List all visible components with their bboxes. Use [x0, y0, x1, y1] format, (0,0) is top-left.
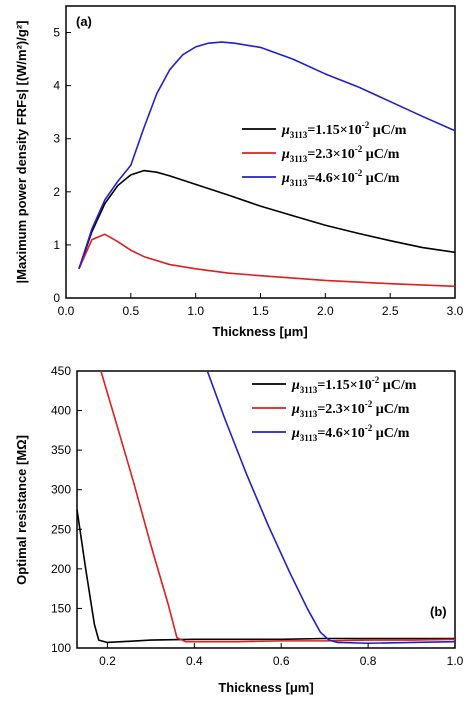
series-line-1	[76, 509, 455, 644]
series-line-2	[100, 370, 456, 643]
legend-label: μ3113=4.6×10-2 μC/m	[291, 423, 410, 443]
y-tick-label: 450	[51, 364, 71, 378]
legend-label: μ3113=2.3×10-2 μC/m	[291, 399, 410, 419]
x-tick-label: 1.0	[447, 654, 464, 668]
x-tick-label: 0.4	[186, 654, 203, 668]
x-axis-b: 0.2 0.4 0.6 0.8 1.0	[99, 643, 464, 668]
y-tick-label: 350	[51, 443, 71, 457]
y-axis-b: 100 150 200 250 300 350 400 450	[51, 364, 82, 655]
y-axis-a: 0 1 2 3 4 5	[53, 26, 71, 305]
x-axis-a: 0.0 0.5 1.0 1.5 2.0 2.5 3.0	[58, 293, 464, 318]
panel-label-a: (a)	[76, 14, 92, 29]
x-tick-label: 0.8	[360, 654, 377, 668]
legend-label: μ3113=2.3×10-2 μC/m	[281, 144, 400, 164]
y-tick-label: 0	[53, 291, 60, 305]
series-line-3	[206, 370, 456, 645]
x-tick-label: 2.0	[317, 304, 334, 318]
x-tick-label: 2.5	[382, 304, 399, 318]
x-tick-label: 0.6	[273, 654, 290, 668]
chart-panel-b: 0.2 0.4 0.6 0.8 1.0 100 150 200 250 300 350 400 450…	[14, 364, 464, 695]
series-line-3	[78, 41, 456, 270]
legend-item-2: μ3113=2.3×10-2 μC/m	[242, 144, 400, 164]
y-tick-label: 1	[53, 238, 60, 252]
y-axis-title-a: |Maximum power density FRFs| [(W/m²)/g²]	[14, 21, 29, 284]
legend-label: μ3113=4.6×10-2 μC/m	[281, 168, 400, 188]
legend-item-3: μ3113=4.6×10-2 μC/m	[242, 168, 400, 188]
legend-item-1: μ3113=1.15×10-2 μC/m	[242, 120, 407, 140]
legend-item-3: μ3113=4.6×10-2 μC/m	[252, 423, 410, 443]
series-lines-a	[78, 41, 456, 288]
y-tick-label: 100	[51, 641, 71, 655]
x-tick-label: 1.5	[252, 304, 269, 318]
y-tick-label: 150	[51, 601, 71, 615]
x-tick-label: 0.2	[99, 654, 116, 668]
x-tick-label: 3.0	[447, 304, 464, 318]
y-tick-label: 300	[51, 483, 71, 497]
x-tick-label: 0.5	[122, 304, 139, 318]
x-tick-label: 0.0	[58, 304, 75, 318]
y-tick-label: 2	[53, 185, 60, 199]
x-axis-title-b: Thickness [μm]	[218, 680, 313, 695]
series-line-1	[78, 169, 456, 270]
legend-label: μ3113=1.15×10-2 μC/m	[281, 120, 407, 140]
y-tick-label: 200	[51, 562, 71, 576]
panel-label-b: (b)	[430, 604, 447, 619]
legend-label: μ3113=1.15×10-2 μC/m	[291, 375, 417, 395]
y-tick-label: 5	[53, 26, 60, 40]
y-tick-label: 4	[53, 79, 60, 93]
legend-item-2: μ3113=2.3×10-2 μC/m	[252, 399, 410, 419]
y-tick-label: 3	[53, 132, 60, 146]
x-tick-label: 1.0	[187, 304, 204, 318]
legend-a: μ3113=1.15×10-2 μC/m μ3113=2.3×10-2 μC/m μ…	[242, 120, 407, 188]
y-tick-label: 400	[51, 404, 71, 418]
chart-panel-a: 0.0 0.5 1.0 1.5 2.0 2.5 3.0 0 1 2 3 4 5 (a) Thickne…	[14, 5, 464, 339]
y-axis-title-b: Optimal resistance [MΩ]	[14, 435, 29, 585]
legend-b: μ3113=1.15×10-2 μC/m μ3113=2.3×10-2 μC/m μ…	[252, 375, 417, 443]
x-axis-title-a: Thickness [μm]	[212, 324, 307, 339]
series-lines-b	[76, 370, 456, 645]
legend-item-1: μ3113=1.15×10-2 μC/m	[252, 375, 417, 395]
y-tick-label: 250	[51, 522, 71, 536]
series-line-2	[78, 233, 456, 288]
